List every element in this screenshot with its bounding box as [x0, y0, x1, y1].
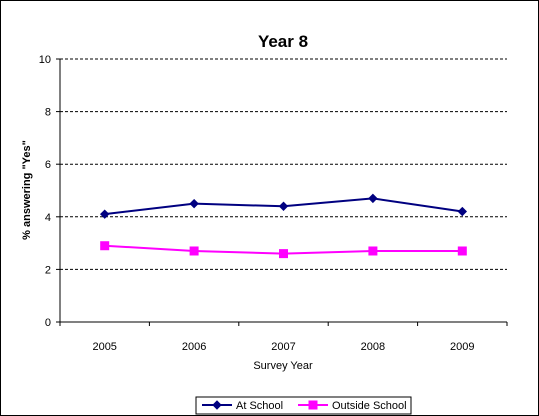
data-point	[189, 198, 199, 209]
legend-label: Outside School	[332, 400, 407, 412]
y-tick-label: 10	[39, 54, 51, 66]
y-axis-label: % answering "Yes"	[21, 140, 33, 240]
legend-item: Outside School	[298, 400, 407, 412]
axes	[56, 58, 508, 326]
y-tick-label: 8	[45, 107, 51, 119]
legend: At School Outside School	[195, 396, 412, 415]
chart-title: Year 8	[258, 32, 308, 51]
data-point	[100, 241, 110, 251]
y-tick-label: 0	[45, 317, 51, 329]
legend-item: At School	[202, 400, 283, 412]
legend-label: At School	[236, 400, 283, 412]
data-point	[278, 201, 289, 211]
data-point	[99, 209, 110, 219]
x-tick-label: 2009	[450, 341, 474, 353]
series-outside-school	[100, 241, 467, 259]
y-tick-labels: 0 2 4 6 8 10	[39, 54, 51, 329]
legend-marker	[308, 400, 318, 410]
y-tick-label: 2	[45, 264, 51, 276]
data-point	[368, 246, 378, 256]
x-tick-label: 2005	[92, 341, 116, 353]
y-tick-label: 6	[45, 159, 51, 171]
legend-marker	[212, 400, 222, 410]
x-tick-label: 2008	[361, 341, 385, 353]
series	[99, 193, 468, 259]
x-tick-labels: 2005 2006 2007 2008 2009	[92, 341, 474, 353]
data-point	[457, 206, 468, 217]
data-point	[368, 193, 378, 204]
data-point	[279, 249, 288, 259]
series-at-school	[99, 193, 468, 219]
x-axis-label: Survey Year	[253, 360, 313, 372]
data-point	[189, 246, 199, 256]
x-tick-label: 2006	[182, 341, 206, 353]
x-tick-label: 2007	[271, 341, 295, 353]
gridlines	[60, 58, 507, 270]
data-point	[457, 246, 467, 256]
y-tick-label: 4	[45, 212, 51, 224]
